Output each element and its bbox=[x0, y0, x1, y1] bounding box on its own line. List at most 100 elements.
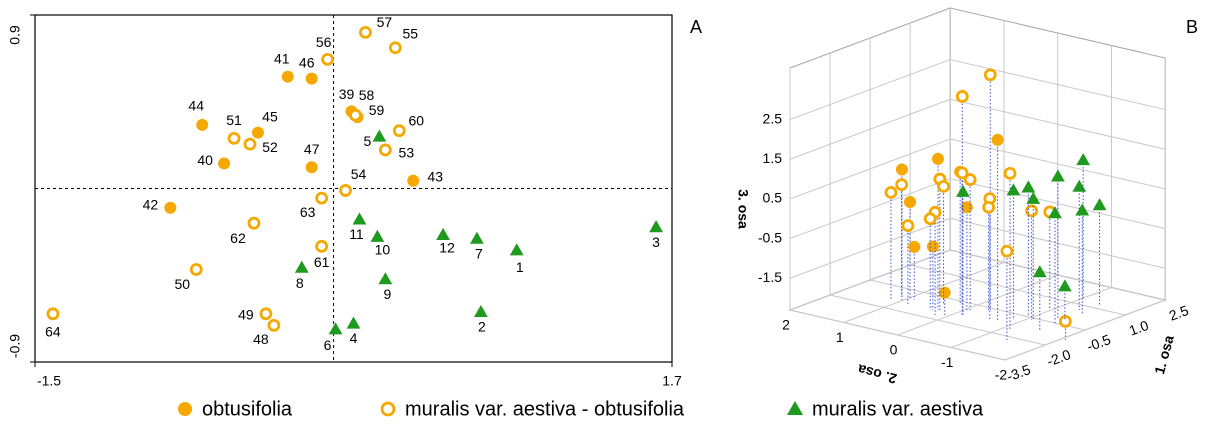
triangle-marker bbox=[474, 304, 488, 318]
legend-label: muralis var. aestiva - obtusifolia bbox=[405, 398, 685, 420]
filled-marker bbox=[251, 126, 264, 139]
point-label: 62 bbox=[230, 230, 246, 246]
point-label: 52 bbox=[262, 139, 278, 155]
filled-marker bbox=[305, 161, 318, 174]
triangle-marker bbox=[1006, 183, 1021, 196]
triangle-marker bbox=[378, 272, 393, 285]
point-label: 49 bbox=[238, 307, 254, 323]
point-label: 60 bbox=[408, 112, 424, 128]
point-label: 12 bbox=[439, 239, 455, 255]
triangle-marker bbox=[372, 129, 387, 142]
hollow-marker bbox=[1025, 204, 1039, 218]
point-label: 44 bbox=[188, 98, 204, 114]
hollow-marker bbox=[359, 25, 372, 39]
triangle-marker bbox=[1021, 180, 1036, 193]
triangle-marker bbox=[1076, 153, 1091, 166]
hollow-marker bbox=[983, 68, 997, 82]
panel-label: B bbox=[1186, 17, 1198, 37]
triangle-marker bbox=[370, 229, 385, 242]
hollow-marker bbox=[901, 219, 915, 233]
y-grid-line bbox=[789, 249, 951, 311]
filled-marker bbox=[164, 201, 177, 214]
filled-marker bbox=[908, 240, 921, 253]
point-label: 63 bbox=[300, 204, 316, 220]
z-grid-line bbox=[789, 178, 951, 240]
hollow-marker bbox=[378, 143, 392, 157]
hollow-marker bbox=[963, 173, 977, 186]
z-grid-line bbox=[950, 59, 1166, 111]
z-grid-line bbox=[950, 178, 1166, 230]
filled-marker bbox=[895, 163, 908, 176]
point-label: 3 bbox=[652, 234, 660, 250]
triangle-marker bbox=[1075, 203, 1090, 216]
x-tick-label: -3.5 bbox=[1004, 361, 1032, 384]
hollow-marker bbox=[955, 166, 969, 180]
y-tick-label: 0.9 bbox=[7, 25, 23, 45]
hollow-marker bbox=[1058, 314, 1072, 328]
hollow-marker bbox=[380, 401, 396, 417]
hollow-marker bbox=[46, 307, 60, 321]
y-grid-line bbox=[897, 274, 1058, 336]
hollow-marker bbox=[884, 186, 898, 199]
hollow-marker bbox=[259, 307, 273, 321]
triangle-marker bbox=[1092, 198, 1107, 211]
point-label: 55 bbox=[403, 25, 419, 41]
triangle-marker bbox=[509, 243, 524, 256]
point-label: 11 bbox=[349, 226, 364, 242]
hollow-marker bbox=[1003, 166, 1017, 180]
y-tick-label: 0 bbox=[890, 342, 898, 358]
triangle-marker bbox=[649, 220, 663, 233]
hollow-marker bbox=[189, 263, 203, 276]
hollow-marker bbox=[895, 178, 909, 192]
filled-marker bbox=[926, 240, 939, 253]
point-label: 46 bbox=[299, 54, 315, 70]
hollow-marker bbox=[321, 52, 335, 66]
hollow-marker bbox=[388, 41, 402, 55]
z-tick-label: 0.5 bbox=[763, 190, 783, 206]
point-label: 7 bbox=[475, 245, 483, 261]
point-label: 5 bbox=[363, 133, 371, 149]
point-label: 43 bbox=[427, 168, 443, 184]
triangle-marker bbox=[346, 316, 361, 329]
triangle-marker bbox=[1057, 279, 1072, 292]
hollow-marker bbox=[315, 191, 329, 205]
hollow-marker bbox=[349, 108, 362, 122]
triangle-marker bbox=[956, 184, 970, 197]
z-tick-label: -1.5 bbox=[758, 269, 782, 285]
y-grid-line bbox=[951, 287, 1112, 348]
y-tick-label: 1 bbox=[836, 329, 844, 345]
hollow-marker bbox=[227, 131, 241, 145]
point-label: 56 bbox=[316, 34, 332, 50]
x-tick-label: -1.5 bbox=[37, 373, 61, 389]
hollow-marker bbox=[937, 180, 950, 193]
triangle-marker bbox=[1048, 206, 1062, 219]
point-label: 10 bbox=[375, 241, 391, 257]
hollow-marker bbox=[923, 212, 937, 226]
filled-marker bbox=[218, 157, 231, 170]
hollow-marker bbox=[982, 200, 996, 214]
triangle-marker bbox=[352, 212, 367, 225]
point-label: 57 bbox=[377, 14, 393, 30]
z-tick-label: 1.5 bbox=[763, 150, 783, 166]
hollow-marker bbox=[243, 137, 257, 151]
filled-marker bbox=[196, 118, 209, 131]
filled-marker bbox=[305, 72, 318, 85]
point-label: 42 bbox=[143, 196, 159, 212]
x-tick-label: 1.0 bbox=[1127, 317, 1151, 339]
filled-marker bbox=[991, 133, 1004, 146]
point-label: 54 bbox=[351, 166, 367, 182]
triangle-marker bbox=[1051, 169, 1065, 182]
triangle-marker bbox=[436, 227, 450, 240]
triangle-marker bbox=[1032, 265, 1047, 278]
point-label: 1 bbox=[516, 259, 524, 275]
point-label: 48 bbox=[253, 331, 269, 347]
z-grid-line bbox=[789, 138, 951, 200]
z-grid-line bbox=[789, 98, 951, 160]
filled-marker bbox=[407, 174, 420, 187]
point-label: 64 bbox=[45, 324, 61, 340]
hollow-marker bbox=[392, 124, 406, 138]
point-label: 41 bbox=[274, 50, 290, 66]
point-label: 50 bbox=[174, 276, 190, 292]
